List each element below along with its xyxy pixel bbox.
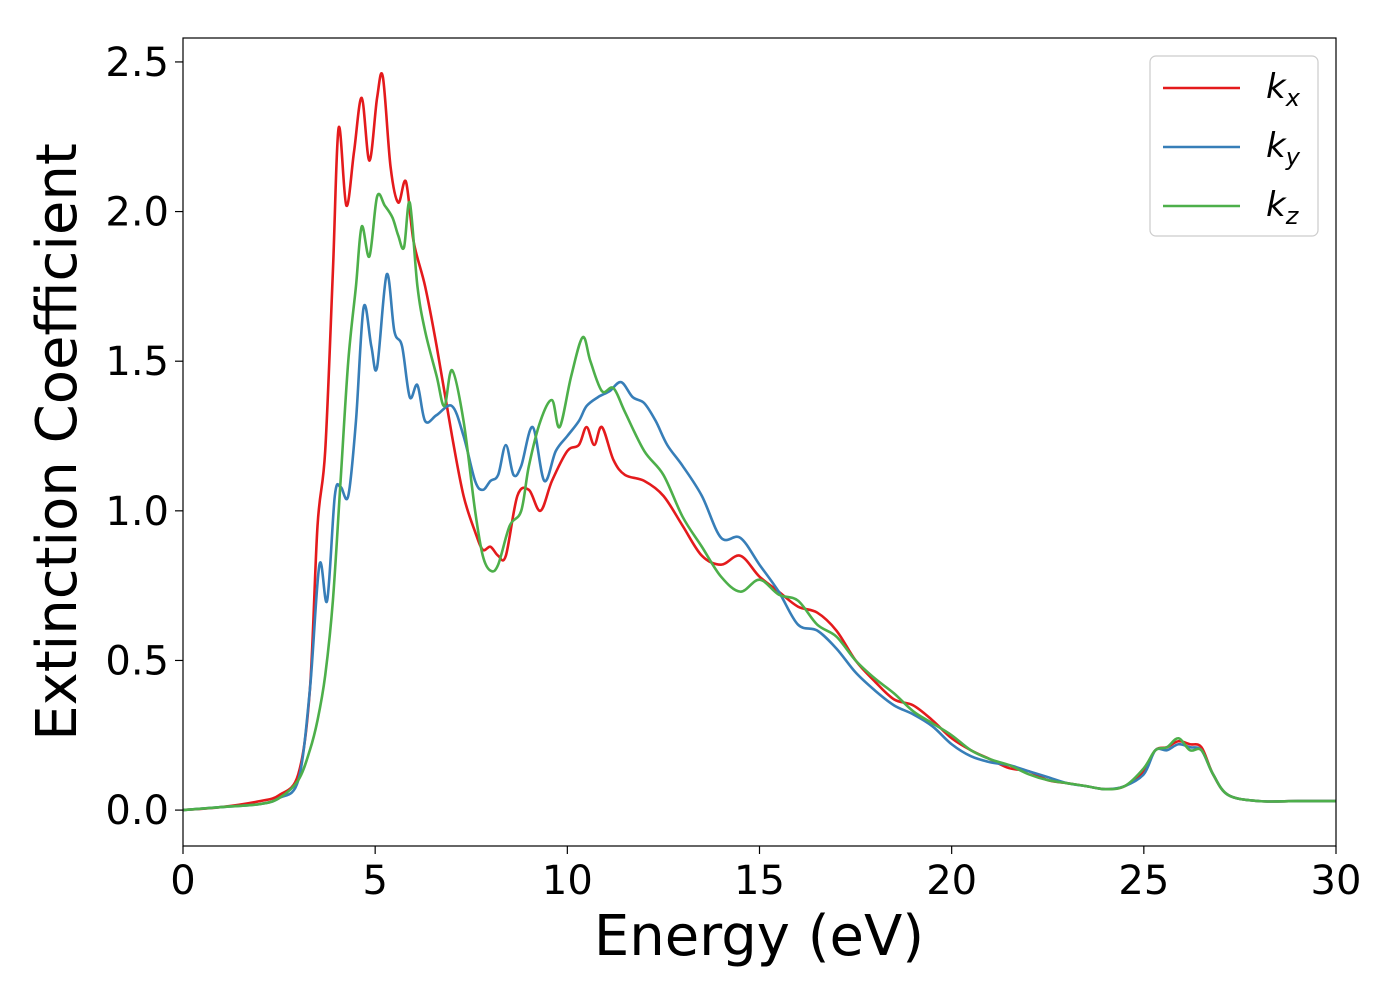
y-tick-label: 1.5: [105, 339, 169, 385]
series-line-z: [183, 192, 1336, 812]
x-tick-label: 5: [362, 858, 387, 904]
x-tick-label: 15: [734, 858, 785, 904]
series-line-y: [183, 273, 1336, 812]
y-tick-label: 0.0: [105, 788, 169, 834]
legend-label-z: kz: [1266, 185, 1300, 230]
y-tick-label: 2.5: [105, 40, 169, 86]
x-tick-label: 25: [1118, 858, 1169, 904]
series-layer: [183, 72, 1336, 812]
legend-label-y: ky: [1266, 126, 1301, 171]
x-axis: 0 5 10 15 20 25 30: [170, 846, 1361, 904]
y-tick-label: 0.5: [105, 638, 169, 684]
legend-label-x: kx: [1266, 67, 1301, 112]
legend: kx ky kz: [1149, 55, 1319, 237]
x-tick-label: 10: [542, 858, 593, 904]
x-axis-label: Energy (eV): [594, 904, 924, 969]
x-tick-label: 30: [1311, 858, 1362, 904]
y-axis-label: Extinction Coefficient: [25, 143, 90, 741]
y-axis: 0.0 0.5 1.0 1.5 2.0 2.5: [105, 40, 183, 834]
y-tick-label: 1.0: [105, 489, 169, 535]
legend-items: kx ky kz: [1163, 67, 1301, 230]
x-tick-label: 20: [926, 858, 977, 904]
x-tick-label: 0: [170, 858, 195, 904]
y-tick-label: 2.0: [105, 190, 169, 236]
